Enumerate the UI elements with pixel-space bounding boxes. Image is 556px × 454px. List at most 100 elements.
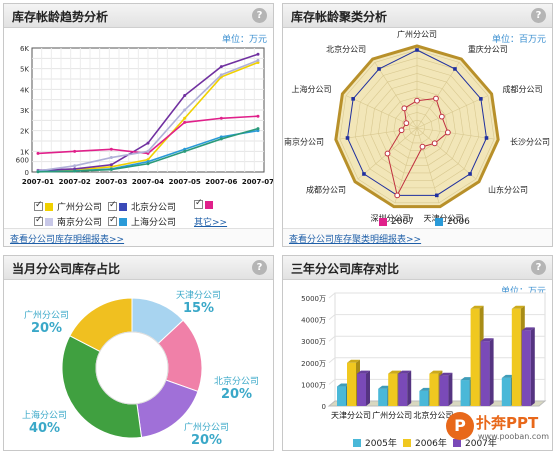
legend-item[interactable]: 上海分公司 xyxy=(108,215,176,228)
bar-top xyxy=(398,370,412,374)
legend-item[interactable]: 南京分公司 xyxy=(34,215,102,228)
radar-point xyxy=(362,172,366,176)
data-point xyxy=(183,94,187,98)
legend-item[interactable]: 广州分公司 xyxy=(34,200,102,213)
help-icon[interactable]: ? xyxy=(531,260,546,275)
legend-label: 2007年 xyxy=(465,439,497,449)
bar xyxy=(521,330,531,406)
legend-checkbox[interactable] xyxy=(34,215,43,226)
radar-ring xyxy=(393,104,441,151)
bar xyxy=(429,373,439,406)
bar-top xyxy=(480,338,494,342)
radar-series xyxy=(346,49,488,196)
bar xyxy=(470,308,480,406)
radar-point xyxy=(394,192,401,199)
radar-point xyxy=(345,136,350,140)
help-icon[interactable]: ? xyxy=(252,8,267,23)
radar-point xyxy=(401,105,408,112)
y-tick-label: 1K xyxy=(20,148,29,156)
data-point xyxy=(73,169,77,173)
more-series-link[interactable]: 其它>> xyxy=(194,218,228,228)
x-tick-label: 2007-02 xyxy=(59,178,91,186)
data-point xyxy=(146,141,150,145)
radar-point xyxy=(377,67,381,71)
radar-ring xyxy=(408,119,426,136)
radar-point xyxy=(398,127,405,134)
bar-side xyxy=(407,370,412,406)
data-point xyxy=(146,151,150,155)
data-point xyxy=(109,147,113,151)
bar xyxy=(398,373,408,406)
bar-top xyxy=(470,305,484,309)
grid-line xyxy=(328,292,336,299)
y-tick-label: 600 xyxy=(16,157,29,165)
radar-category-label: 天津分公司 xyxy=(423,213,463,223)
cluster-detail-link[interactable]: 查看分公司库存聚类明细报表>> xyxy=(289,235,422,245)
x-tick-label: 天津分公司 xyxy=(331,410,371,420)
radar-point xyxy=(414,97,420,104)
bar-top xyxy=(347,359,360,363)
cluster-panel: 库存帐龄聚类分析 ? 单位：百万元 广州分公司 重庆分公司 成都分公司 长沙分公司 山东… xyxy=(282,3,553,247)
watermark-logo: P 扑奔PPT www.pooban.com xyxy=(446,410,549,446)
trend-panel-title: 库存帐龄趋势分析 xyxy=(12,10,109,24)
radar-category-label: 广州分公司 xyxy=(397,29,437,39)
legend-item[interactable]: 北京分公司 xyxy=(108,200,176,213)
watermark-url: www.pooban.com xyxy=(478,432,549,441)
radar-category-label: 北京分公司 xyxy=(326,44,366,54)
legend-item[interactable] xyxy=(194,198,217,209)
radar-spoke xyxy=(416,62,460,129)
radar-spoke xyxy=(374,62,418,129)
legend-label: 2005年 xyxy=(365,439,397,449)
bar-top xyxy=(501,374,515,378)
legend-checkbox[interactable] xyxy=(108,215,117,226)
radar-ring xyxy=(339,49,495,204)
x-tick-label: 广州分公司 xyxy=(372,410,412,420)
cluster-panel-title: 库存帐龄聚类分析 xyxy=(291,10,388,24)
help-icon[interactable]: ? xyxy=(252,260,267,275)
legend-swatch xyxy=(453,438,461,447)
legend-swatch xyxy=(353,438,361,447)
bar-top xyxy=(388,370,402,374)
legend-item: 2005年 xyxy=(353,436,397,449)
help-icon[interactable]: ? xyxy=(531,8,546,23)
x-tick-label: 2007-07 xyxy=(242,178,273,186)
share-panel: 当月分公司库存占比 ? 天津分公司 15% 北京分公司 20% 广州分公司 20% 上海分公… xyxy=(3,255,274,451)
radar-chart: 广州分公司重庆分公司成都分公司长沙分公司山东分公司天津分公司深圳分公司成都分公司… xyxy=(284,29,550,223)
data-point xyxy=(36,151,40,155)
bar-top xyxy=(419,387,433,391)
trend-unit-label: 单位：万元 xyxy=(221,35,267,45)
radar-ring xyxy=(370,80,464,174)
data-point xyxy=(256,127,260,131)
legend-checkbox[interactable] xyxy=(194,198,203,209)
data-point xyxy=(73,167,77,171)
y-tick-label: 5000万 xyxy=(301,295,326,303)
radar-spoke xyxy=(394,127,418,203)
trend-detail-link[interactable]: 查看分公司库存明细报表>> xyxy=(10,235,125,245)
legend-label: 南京分公司 xyxy=(57,218,103,228)
watermark-text: 扑奔PPT xyxy=(476,414,539,432)
radar-category-label: 成都分公司 xyxy=(306,185,346,195)
compare-panel: 三年分公司库存对比 ? 单位：万元 0 1000万 2000万 3000万 4000万 5… xyxy=(282,255,553,451)
legend-checkbox[interactable] xyxy=(34,200,43,211)
slice-percent: 40% xyxy=(28,421,61,436)
cluster-unit-label: 单位：百万元 xyxy=(491,35,546,45)
grid-line xyxy=(328,379,336,385)
legend-checkbox[interactable] xyxy=(108,200,117,211)
bar-top xyxy=(521,327,535,331)
legend-label: 上海分公司 xyxy=(131,218,177,228)
cluster-panel-header: 库存帐龄聚类分析 ? xyxy=(283,4,552,28)
bar xyxy=(480,341,490,406)
data-point xyxy=(183,120,187,124)
bar-top xyxy=(439,372,453,376)
bar-top xyxy=(337,383,350,387)
legend-swatch xyxy=(379,218,387,226)
data-point xyxy=(73,164,77,168)
grid-line xyxy=(328,335,336,342)
bar xyxy=(378,388,388,406)
bar xyxy=(460,380,470,406)
x-tick-label: 北京分公司 xyxy=(413,410,453,420)
y-tick-label: 3K xyxy=(20,107,29,115)
y-tick-label: 0 xyxy=(322,403,326,411)
bar xyxy=(347,362,356,406)
